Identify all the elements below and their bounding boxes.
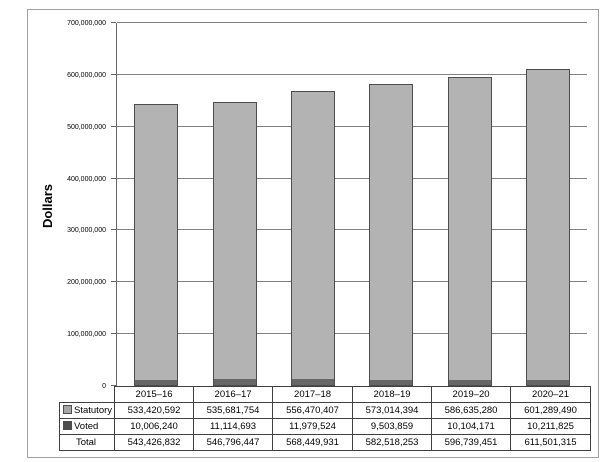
y-tick-label: 200,000,000 bbox=[67, 279, 106, 287]
legend-swatch-statutory-icon bbox=[63, 405, 72, 414]
bar-2019–20 bbox=[447, 76, 492, 386]
table-value-cell: 535,681,754 bbox=[193, 402, 274, 419]
table-value-cell: 11,114,693 bbox=[193, 418, 274, 435]
legend-cell: Voted bbox=[58, 418, 116, 435]
y-tick-label: 300,000,000 bbox=[67, 227, 106, 235]
table-row-voted: Voted 10,006,240 11,114,693 11,979,524 9,503… bbox=[58, 418, 592, 435]
bar-voted-segment bbox=[135, 379, 178, 385]
y-tick-label: 500,000,000 bbox=[67, 123, 106, 131]
y-tick-mark bbox=[111, 73, 116, 75]
chart-figure: Dollars 0 100,000,000 200,000,000 300,000,0… bbox=[27, 9, 599, 458]
legend-swatch-voted-icon bbox=[63, 421, 72, 430]
gridline bbox=[117, 177, 587, 179]
bar-voted-segment bbox=[213, 379, 256, 385]
y-tick-label: 600,000,000 bbox=[67, 71, 106, 79]
bar-voted-segment bbox=[291, 378, 334, 385]
table-value-cell: 568,449,931 bbox=[272, 434, 354, 451]
table-year-header: 2015–16 bbox=[114, 386, 195, 403]
row-label: Statutory bbox=[74, 405, 113, 416]
gridline bbox=[117, 125, 587, 127]
row-label: Total bbox=[75, 437, 97, 448]
gridline bbox=[117, 22, 587, 23]
table-header-row: 2015–16 2016–17 2017–18 2018–19 2019–20 2020–… bbox=[60, 386, 592, 403]
table-value-cell: 573,014,394 bbox=[352, 402, 433, 419]
table-value-cell: 556,470,407 bbox=[272, 402, 354, 419]
table-value-cell: 10,006,240 bbox=[114, 418, 195, 435]
table-value-cell: 11,979,524 bbox=[272, 418, 354, 435]
y-tick-mark bbox=[111, 125, 116, 127]
y-tick-label: 400,000,000 bbox=[67, 175, 106, 183]
table-value-cell: 611,501,315 bbox=[510, 434, 592, 451]
gridline bbox=[117, 229, 587, 231]
gridline bbox=[117, 73, 587, 75]
table-year-header: 2017–18 bbox=[272, 386, 354, 403]
gridline bbox=[117, 281, 587, 283]
y-tick-mark bbox=[111, 385, 116, 386]
table-corner-cell bbox=[60, 387, 115, 403]
y-tick-label: 0 bbox=[102, 383, 106, 390]
y-tick-mark bbox=[111, 177, 116, 179]
y-axis-title: Dollars bbox=[40, 183, 55, 229]
y-tick-mark bbox=[111, 22, 116, 23]
table-row-total: Total 543,426,832 546,796,447 568,449,931 58… bbox=[58, 434, 592, 451]
gridline bbox=[117, 333, 587, 335]
plot-area bbox=[116, 22, 587, 387]
bar-2017–18 bbox=[290, 91, 335, 386]
table-row-statutory: Statutory 533,420,592 535,681,754 556,470,4… bbox=[58, 402, 592, 419]
table-value-cell: 10,211,825 bbox=[510, 418, 592, 435]
table-value-cell: 596,739,451 bbox=[431, 434, 512, 451]
y-tick-mark bbox=[111, 333, 116, 335]
table-value-cell: 582,518,253 bbox=[352, 434, 433, 451]
bar-voted-segment bbox=[526, 379, 569, 385]
table-year-header: 2019–20 bbox=[431, 386, 512, 403]
y-tick-label: 700,000,000 bbox=[67, 20, 106, 27]
bar-2020–21 bbox=[525, 68, 570, 386]
table-value-cell: 543,426,832 bbox=[114, 434, 195, 451]
table-value-cell: 10,104,171 bbox=[431, 418, 512, 435]
y-tick-mark bbox=[111, 281, 116, 283]
table-value-cell: 601,289,490 bbox=[510, 402, 592, 419]
bar-2016–17 bbox=[212, 102, 257, 386]
legend-cell: Statutory bbox=[58, 402, 116, 419]
bar-voted-segment bbox=[370, 380, 413, 385]
bar-2015–16 bbox=[134, 104, 179, 386]
y-tick-label: 100,000,000 bbox=[67, 331, 106, 339]
table-value-cell: 586,635,280 bbox=[431, 402, 512, 419]
table-year-header: 2020–21 bbox=[510, 386, 592, 403]
bar-voted-segment bbox=[448, 379, 491, 385]
table-value-cell: 9,503,859 bbox=[352, 418, 433, 435]
bar-2018–19 bbox=[369, 83, 414, 386]
table-value-cell: 533,420,592 bbox=[114, 402, 195, 419]
table-year-header: 2018–19 bbox=[352, 386, 433, 403]
legend-cell: Total bbox=[58, 434, 116, 451]
table-year-header: 2016–17 bbox=[193, 386, 274, 403]
data-table: 2015–16 2016–17 2017–18 2018–19 2019–20 2020–… bbox=[58, 386, 592, 451]
row-label: Voted bbox=[74, 421, 99, 432]
y-tick-mark bbox=[111, 229, 116, 231]
table-value-cell: 546,796,447 bbox=[193, 434, 274, 451]
